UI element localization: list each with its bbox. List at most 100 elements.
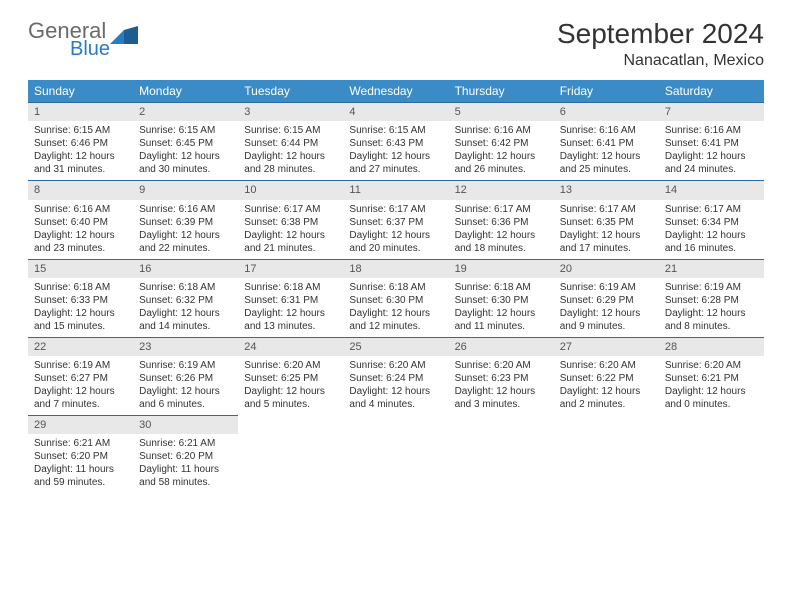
sunrise-text: Sunrise: 6:21 AM — [139, 437, 232, 450]
calendar-cell: 17Sunrise: 6:18 AMSunset: 6:31 PMDayligh… — [238, 259, 343, 337]
calendar-cell: 24Sunrise: 6:20 AMSunset: 6:25 PMDayligh… — [238, 337, 343, 415]
sunrise-text: Sunrise: 6:19 AM — [665, 281, 758, 294]
sunrise-text: Sunrise: 6:19 AM — [139, 359, 232, 372]
day-body: Sunrise: 6:18 AMSunset: 6:32 PMDaylight:… — [133, 278, 238, 337]
calendar-row: 1Sunrise: 6:15 AMSunset: 6:46 PMDaylight… — [28, 102, 764, 180]
day-number: 18 — [343, 259, 448, 278]
day-body: Sunrise: 6:17 AMSunset: 6:37 PMDaylight:… — [343, 200, 448, 259]
location: Nanacatlan, Mexico — [557, 52, 764, 70]
sunrise-text: Sunrise: 6:20 AM — [665, 359, 758, 372]
calendar-cell: 26Sunrise: 6:20 AMSunset: 6:23 PMDayligh… — [449, 337, 554, 415]
daylight-text: Daylight: 12 hours and 22 minutes. — [139, 229, 232, 255]
calendar-cell: 22Sunrise: 6:19 AMSunset: 6:27 PMDayligh… — [28, 337, 133, 415]
day-body: Sunrise: 6:16 AMSunset: 6:41 PMDaylight:… — [554, 121, 659, 180]
logo-mark-icon — [110, 26, 138, 44]
day-body: Sunrise: 6:19 AMSunset: 6:29 PMDaylight:… — [554, 278, 659, 337]
day-body: Sunrise: 6:17 AMSunset: 6:34 PMDaylight:… — [659, 200, 764, 259]
calendar-cell: 27Sunrise: 6:20 AMSunset: 6:22 PMDayligh… — [554, 337, 659, 415]
calendar-cell: 18Sunrise: 6:18 AMSunset: 6:30 PMDayligh… — [343, 259, 448, 337]
day-body: Sunrise: 6:19 AMSunset: 6:26 PMDaylight:… — [133, 356, 238, 415]
day-body: Sunrise: 6:16 AMSunset: 6:42 PMDaylight:… — [449, 121, 554, 180]
sunset-text: Sunset: 6:24 PM — [349, 372, 442, 385]
day-number: 7 — [659, 102, 764, 121]
sunrise-text: Sunrise: 6:17 AM — [665, 203, 758, 216]
calendar-cell: 6Sunrise: 6:16 AMSunset: 6:41 PMDaylight… — [554, 102, 659, 180]
sunrise-text: Sunrise: 6:16 AM — [560, 124, 653, 137]
daylight-text: Daylight: 12 hours and 28 minutes. — [244, 150, 337, 176]
day-number: 2 — [133, 102, 238, 121]
calendar-row: 22Sunrise: 6:19 AMSunset: 6:27 PMDayligh… — [28, 337, 764, 415]
daylight-text: Daylight: 12 hours and 11 minutes. — [455, 307, 548, 333]
sunrise-text: Sunrise: 6:20 AM — [560, 359, 653, 372]
sunset-text: Sunset: 6:30 PM — [455, 294, 548, 307]
daylight-text: Daylight: 12 hours and 14 minutes. — [139, 307, 232, 333]
sunset-text: Sunset: 6:21 PM — [665, 372, 758, 385]
calendar-cell: 8Sunrise: 6:16 AMSunset: 6:40 PMDaylight… — [28, 180, 133, 258]
day-number: 9 — [133, 180, 238, 199]
calendar-cell: 19Sunrise: 6:18 AMSunset: 6:30 PMDayligh… — [449, 259, 554, 337]
day-body: Sunrise: 6:18 AMSunset: 6:31 PMDaylight:… — [238, 278, 343, 337]
daylight-text: Daylight: 12 hours and 6 minutes. — [139, 385, 232, 411]
sunrise-text: Sunrise: 6:18 AM — [244, 281, 337, 294]
daylight-text: Daylight: 12 hours and 5 minutes. — [244, 385, 337, 411]
sunrise-text: Sunrise: 6:20 AM — [455, 359, 548, 372]
calendar-cell: 21Sunrise: 6:19 AMSunset: 6:28 PMDayligh… — [659, 259, 764, 337]
day-body: Sunrise: 6:17 AMSunset: 6:36 PMDaylight:… — [449, 200, 554, 259]
calendar-row: 15Sunrise: 6:18 AMSunset: 6:33 PMDayligh… — [28, 259, 764, 337]
day-body: Sunrise: 6:17 AMSunset: 6:35 PMDaylight:… — [554, 200, 659, 259]
sunrise-text: Sunrise: 6:20 AM — [244, 359, 337, 372]
sunrise-text: Sunrise: 6:17 AM — [455, 203, 548, 216]
day-number: 17 — [238, 259, 343, 278]
daylight-text: Daylight: 12 hours and 21 minutes. — [244, 229, 337, 255]
daylight-text: Daylight: 12 hours and 13 minutes. — [244, 307, 337, 333]
daylight-text: Daylight: 12 hours and 31 minutes. — [34, 150, 127, 176]
day-number: 12 — [449, 180, 554, 199]
day-number: 27 — [554, 337, 659, 356]
day-number: 15 — [28, 259, 133, 278]
weekday-header: Wednesday — [343, 80, 448, 102]
calendar-cell: 7Sunrise: 6:16 AMSunset: 6:41 PMDaylight… — [659, 102, 764, 180]
day-number: 22 — [28, 337, 133, 356]
day-number: 5 — [449, 102, 554, 121]
sunrise-text: Sunrise: 6:18 AM — [34, 281, 127, 294]
calendar-cell: 9Sunrise: 6:16 AMSunset: 6:39 PMDaylight… — [133, 180, 238, 258]
calendar-cell-empty — [659, 415, 764, 493]
weekday-header: Sunday — [28, 80, 133, 102]
logo: General Blue — [28, 18, 138, 61]
day-number: 20 — [554, 259, 659, 278]
daylight-text: Daylight: 12 hours and 12 minutes. — [349, 307, 442, 333]
day-number: 6 — [554, 102, 659, 121]
sunset-text: Sunset: 6:20 PM — [34, 450, 127, 463]
month-title: September 2024 — [557, 18, 764, 50]
calendar-cell: 20Sunrise: 6:19 AMSunset: 6:29 PMDayligh… — [554, 259, 659, 337]
sunset-text: Sunset: 6:26 PM — [139, 372, 232, 385]
day-body: Sunrise: 6:16 AMSunset: 6:41 PMDaylight:… — [659, 121, 764, 180]
calendar-cell: 11Sunrise: 6:17 AMSunset: 6:37 PMDayligh… — [343, 180, 448, 258]
day-number: 4 — [343, 102, 448, 121]
day-body: Sunrise: 6:21 AMSunset: 6:20 PMDaylight:… — [133, 434, 238, 493]
sunset-text: Sunset: 6:41 PM — [560, 137, 653, 150]
sunrise-text: Sunrise: 6:15 AM — [244, 124, 337, 137]
daylight-text: Daylight: 12 hours and 23 minutes. — [34, 229, 127, 255]
sunrise-text: Sunrise: 6:15 AM — [349, 124, 442, 137]
calendar-cell: 2Sunrise: 6:15 AMSunset: 6:45 PMDaylight… — [133, 102, 238, 180]
sunset-text: Sunset: 6:28 PM — [665, 294, 758, 307]
sunset-text: Sunset: 6:27 PM — [34, 372, 127, 385]
sunrise-text: Sunrise: 6:19 AM — [560, 281, 653, 294]
sunrise-text: Sunrise: 6:15 AM — [139, 124, 232, 137]
sunset-text: Sunset: 6:29 PM — [560, 294, 653, 307]
day-number: 16 — [133, 259, 238, 278]
day-body: Sunrise: 6:18 AMSunset: 6:30 PMDaylight:… — [449, 278, 554, 337]
sunrise-text: Sunrise: 6:20 AM — [349, 359, 442, 372]
daylight-text: Daylight: 12 hours and 17 minutes. — [560, 229, 653, 255]
sunset-text: Sunset: 6:41 PM — [665, 137, 758, 150]
calendar-table: Sunday Monday Tuesday Wednesday Thursday… — [28, 80, 764, 493]
sunset-text: Sunset: 6:46 PM — [34, 137, 127, 150]
day-number: 29 — [28, 415, 133, 434]
sunrise-text: Sunrise: 6:21 AM — [34, 437, 127, 450]
sunset-text: Sunset: 6:31 PM — [244, 294, 337, 307]
daylight-text: Daylight: 12 hours and 2 minutes. — [560, 385, 653, 411]
daylight-text: Daylight: 12 hours and 25 minutes. — [560, 150, 653, 176]
sunrise-text: Sunrise: 6:19 AM — [34, 359, 127, 372]
day-number: 1 — [28, 102, 133, 121]
